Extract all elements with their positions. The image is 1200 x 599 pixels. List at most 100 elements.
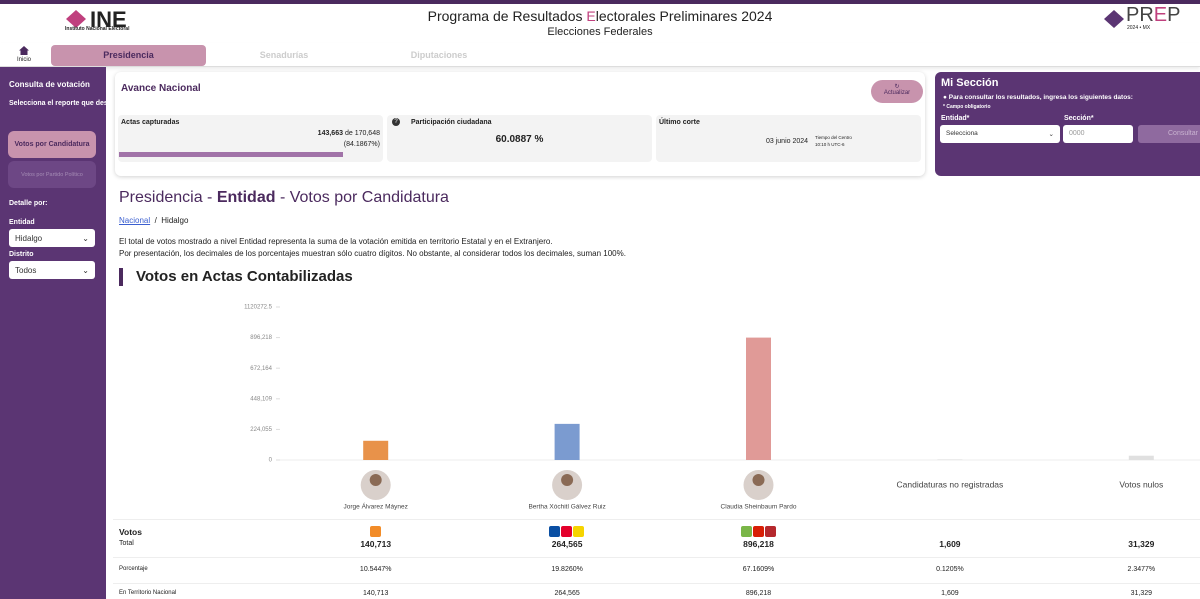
breadcrumb-separator: /	[154, 216, 157, 225]
corte-label: Último corte	[659, 119, 700, 126]
party-logo	[573, 526, 585, 537]
info-icon[interactable]: ?	[392, 118, 400, 126]
distrito-label: Distrito	[9, 251, 34, 258]
actas-label: Actas capturadas	[121, 119, 180, 126]
mi-seccion: Mi Sección ● Para consultar los resultad…	[935, 72, 1200, 176]
candidate-face	[752, 474, 765, 486]
sidebar-prompt: Selecciona el reporte que deseas consult…	[9, 100, 156, 107]
participacion-value: 60.0887 %	[495, 134, 544, 145]
top-bar	[0, 0, 1200, 4]
results-table: 140,713 10.5447% 140,713 264,565 19.8260% 264…	[0, 519, 1200, 599]
prep-part: P	[1167, 4, 1181, 26]
category-label: Candidaturas no registradas	[897, 479, 1004, 489]
row-label: Votos	[119, 527, 142, 537]
seccion-label: Sección*	[1064, 115, 1094, 122]
ine-logo: INE	[90, 7, 127, 32]
chart: 0 224,055 448,109 672,164 896,218 1120272.5 Jo…	[244, 305, 1200, 511]
participacion-box: ? Participación ciudadana 60.0887 %	[387, 115, 652, 162]
refresh-button[interactable]: ↻ Actualizar	[871, 80, 923, 103]
prep-logo: PREP	[1126, 4, 1180, 27]
row-divider	[113, 557, 1200, 558]
heading-part: - Votos por Candidatura	[275, 189, 449, 206]
territorio-votes: 896,218	[745, 590, 772, 597]
breadcrumb-link[interactable]: Nacional	[119, 216, 151, 225]
row-divider	[113, 583, 1200, 584]
home-icon[interactable]	[19, 46, 29, 55]
party-logo	[549, 526, 561, 537]
chart-title: Votos en Actas Contabilizadas	[136, 268, 353, 285]
entidad-select[interactable]: Hidalgo ⌄	[9, 229, 95, 247]
prep-sub: 2024 • MX	[1127, 25, 1151, 31]
total-votes: 896,218	[743, 539, 774, 549]
page-heading: Presidencia - Entidad - Votos por Candid…	[119, 189, 449, 207]
avance-card: Avance Nacional ↻ Actualizar Actas captur…	[115, 72, 925, 176]
territorio-votes: 264,565	[554, 590, 580, 597]
y-tick-label: 0	[269, 458, 273, 464]
entidad-label: Entidad	[9, 219, 35, 226]
y-tick-label: 896,218	[250, 335, 272, 341]
consultar-button[interactable]: Consultar	[1138, 125, 1200, 143]
percentage: 0.1205%	[936, 566, 964, 573]
sidebar: Consulta de votación Selecciona el repor…	[0, 67, 156, 599]
actas-percent: (84.1867%)	[343, 141, 380, 148]
note: El total de votos mostrado a nivel Entid…	[119, 237, 553, 246]
row-label: En Territorio Nacional	[119, 590, 177, 596]
prompt-text: Para consultar los resultados, ingresa l…	[948, 94, 1133, 101]
prep-icon	[1104, 10, 1124, 28]
candidate-face	[369, 474, 382, 486]
candidate-name: Claudia Sheinbaum Pardo	[721, 504, 797, 511]
detail-label: Detalle por:	[9, 200, 48, 207]
chevron: ⌄	[82, 266, 89, 275]
category-label: Votos nulos	[1119, 479, 1163, 489]
total-votes: 140,713	[360, 539, 392, 549]
candidate-face	[561, 474, 574, 486]
heading-part: Presidencia -	[119, 189, 217, 206]
corte-time: 10:10 h UTC-6	[815, 142, 845, 147]
party-logo	[561, 526, 573, 537]
report-button[interactable]: Votos por Partido Político	[8, 161, 96, 188]
actas-box: Actas capturadas 143,663 de 170,648 (84.…	[118, 115, 383, 162]
chevron: ⌄	[82, 234, 89, 243]
bar	[746, 337, 771, 460]
entidad-select[interactable]: Selecciona ⌄	[940, 125, 1060, 143]
ine-icon	[66, 10, 86, 28]
heading-part: Entidad	[216, 189, 276, 206]
tab-active[interactable]: Presidencia	[51, 45, 206, 66]
home-label[interactable]: Inicio	[17, 57, 32, 63]
breadcrumb: Nacional / Hidalgo	[119, 216, 188, 225]
report-button[interactable]: Votos por Candidatura	[8, 131, 96, 158]
distrito-select[interactable]: Todos ⌄	[9, 261, 95, 279]
party-logo	[752, 526, 764, 537]
row-divider	[113, 519, 1200, 520]
seccion-input[interactable]: 0000	[1063, 125, 1133, 143]
select-value: Hidalgo	[15, 234, 43, 243]
candidate-name: Bertha Xóchitl Gálvez Ruiz	[528, 504, 605, 511]
y-tick-label: 224,055	[250, 427, 272, 433]
breadcrumb-current: Hidalgo	[161, 216, 189, 225]
corte-date: 03 junio 2024	[766, 138, 809, 145]
sidebar-title: Consulta de votación	[9, 80, 90, 89]
avance-title: Avance Nacional	[121, 83, 201, 94]
y-tick-label: 1120272.5	[244, 305, 273, 311]
prep-part: PR	[1126, 4, 1154, 26]
tab[interactable]: Senadurías	[259, 50, 309, 60]
actas-of: de	[344, 130, 353, 137]
actas-captured: 143,663	[317, 130, 343, 137]
title-part: E	[586, 8, 596, 24]
percentage: 67.1609%	[742, 566, 775, 573]
actas-total: 170,648	[354, 130, 380, 137]
chevron: ⌄	[1048, 131, 1054, 138]
title-part: Programa de Resultados	[427, 8, 587, 24]
participacion-label: Participación ciudadana	[411, 119, 492, 126]
refresh-icon: ↻	[894, 84, 900, 90]
candidate-name: Jorge Álvarez Máynez	[344, 502, 408, 511]
ine-sub: Instituto Nacional Electoral	[65, 26, 130, 32]
tab[interactable]: Diputaciones	[410, 50, 468, 60]
required-note: * Campo obligatorio	[943, 104, 991, 110]
y-tick-label: 448,109	[250, 396, 272, 402]
party-logo	[369, 526, 381, 537]
total-votes: 31,329	[1128, 539, 1155, 549]
subtitle: Elecciones Federales	[547, 26, 653, 38]
note: Por presentación, los decimales de los p…	[119, 249, 626, 258]
party-logo	[764, 526, 776, 537]
